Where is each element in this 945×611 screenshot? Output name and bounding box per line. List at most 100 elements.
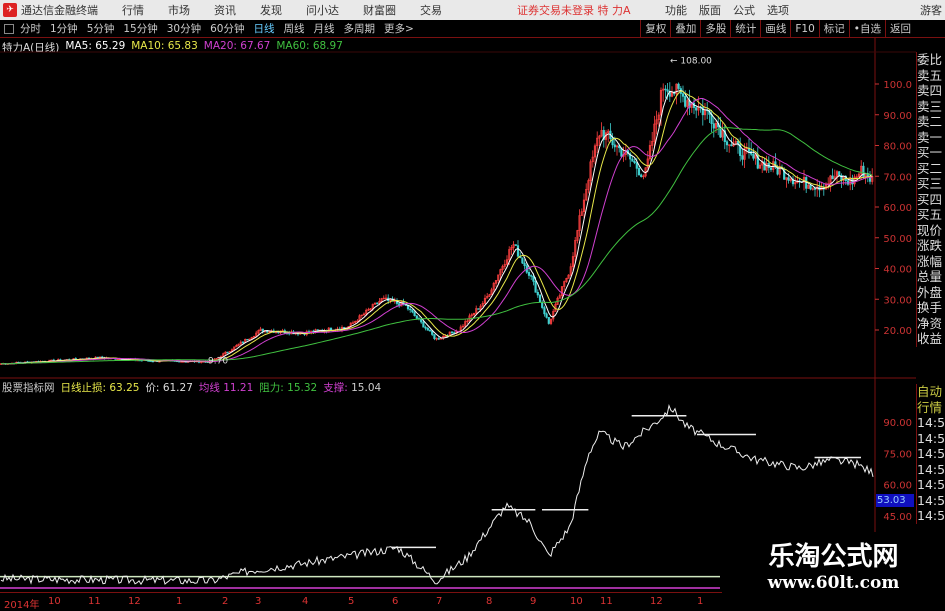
month-label: 6 [392,596,399,607]
candle-body [224,351,227,355]
candle-body [486,296,489,299]
candle-body [813,188,817,190]
candle-body [728,144,731,146]
period-tab[interactable]: 1分钟 [50,23,78,35]
last-indicator-value: 53.03 [876,494,914,507]
candle-body [712,123,715,129]
quote-label: 涨跌 [917,238,943,253]
candle-body [602,130,605,140]
period-tab[interactable]: 多周期 [343,23,376,35]
ma20-line [0,98,873,365]
period-tab[interactable]: 15分钟 [123,23,158,35]
candle-body [701,107,704,116]
menu-1[interactable]: 市场 [168,4,190,17]
avg-value: 均线 11.21 [198,382,254,394]
candle-body [351,322,355,324]
menu-6[interactable]: 交易 [420,4,442,17]
period-tab[interactable]: 60分钟 [210,23,245,35]
indicator-info: 股票指标网 日线止损: 63.25 价: 61.27 均线 11.21 阻力: … [2,380,381,395]
candle-body [552,311,555,320]
ma60-value: MA60: 68.97 [276,40,343,52]
candle-body [470,314,473,317]
candle-body [384,297,388,300]
menu-2[interactable]: 资讯 [214,4,236,17]
candle-body [530,275,533,277]
menu-4[interactable]: 问小达 [306,4,339,17]
watermark: 乐淘公式网 www.60lt.com [722,532,945,609]
period-tab[interactable]: 月线 [313,23,335,35]
candle-body [791,178,795,185]
panel-toggle-icon[interactable] [4,23,14,34]
month-label: 3 [255,596,262,607]
candle-body [787,177,790,181]
toolbar-button[interactable]: 标记 [818,20,849,38]
candle-body [512,244,515,248]
app-title: 通达信金融终端 [21,4,98,17]
right-menu-3[interactable]: 选项 [767,4,789,17]
candle-body [809,185,812,190]
candle-body [593,145,597,158]
month-label: 10 [48,596,61,607]
candle-body [257,330,260,334]
candle-body [580,211,583,216]
candle-body [483,297,487,304]
candle-body [545,313,548,318]
menu-0[interactable]: 行情 [122,4,144,17]
candle-body [246,338,249,341]
candle-body [547,317,550,324]
candle-body [681,93,685,97]
menu-5[interactable]: 财富圈 [363,4,396,17]
guest-button[interactable]: 游客 [920,4,942,17]
price-tick-label: 60.00 [883,203,912,214]
candle-body [415,315,418,319]
toolbar-button[interactable]: 复权 [640,20,670,38]
month-label: 1 [176,596,183,607]
candle-body [670,92,674,97]
candle-body [666,89,669,92]
month-label: 1 [697,596,704,607]
candle-body [585,189,588,201]
tick-row: 14:56 [917,508,945,523]
period-tab[interactable]: 分时 [20,23,41,35]
candle-body [426,328,429,331]
candle-body [589,161,592,181]
menu-3[interactable]: 发现 [260,4,282,17]
period-tab[interactable]: 更多> [384,23,414,35]
toolbar-button[interactable]: 画线 [760,20,790,38]
period-tab[interactable]: 5分钟 [86,23,115,35]
period-tab[interactable]: 30分钟 [166,23,202,35]
toolbar-button[interactable]: 统计 [730,20,760,38]
date-axis: 2014年 10 11 12 1 2 3 4 5 6 7 8 9 10 11 12 1 [0,592,945,611]
quote-label: 卖五 [917,67,943,83]
candle-body [503,264,506,267]
candle-body [684,96,687,107]
candle-body [739,143,742,156]
right-menu-0[interactable]: 功能 [665,4,687,17]
indicator-name[interactable]: 股票指标网 [2,382,55,394]
candle-body [838,171,841,176]
toolbar-button[interactable]: 返回 [885,20,915,38]
toolbar-button[interactable]: •自选 [848,20,885,38]
toolbar-button[interactable]: 叠加 [670,20,700,38]
candle-body [501,266,504,270]
quote-label: 卖四 [917,83,943,98]
candle-body [721,130,724,138]
candle-body [481,302,484,307]
period-tab[interactable]: 日线 [253,23,275,35]
toolbar-button[interactable]: F10 [790,20,818,38]
candle-body [252,335,256,338]
candle-body [648,145,652,160]
month-label: 11 [88,596,101,607]
period-tab[interactable]: 周线 [283,23,305,35]
tick-row[interactable]: 自动 [917,384,943,399]
tick-row[interactable]: 行情 [917,399,943,415]
toolbar-button[interactable]: 多股 [700,20,730,38]
quote-label: 买一 [917,145,943,160]
candle-body [635,162,638,169]
period-toolbar: 分时 1分钟 5分钟 15分钟 30分钟 60分钟 日线 周线 月线 多周期 更多> 复权 叠加 多股统… [0,20,945,38]
login-warning[interactable]: 证券交易未登录 特 力A [517,4,631,17]
right-menu-2[interactable]: 公式 [733,4,755,17]
candle-body [444,335,447,338]
right-menu-1[interactable]: 版面 [699,4,721,17]
